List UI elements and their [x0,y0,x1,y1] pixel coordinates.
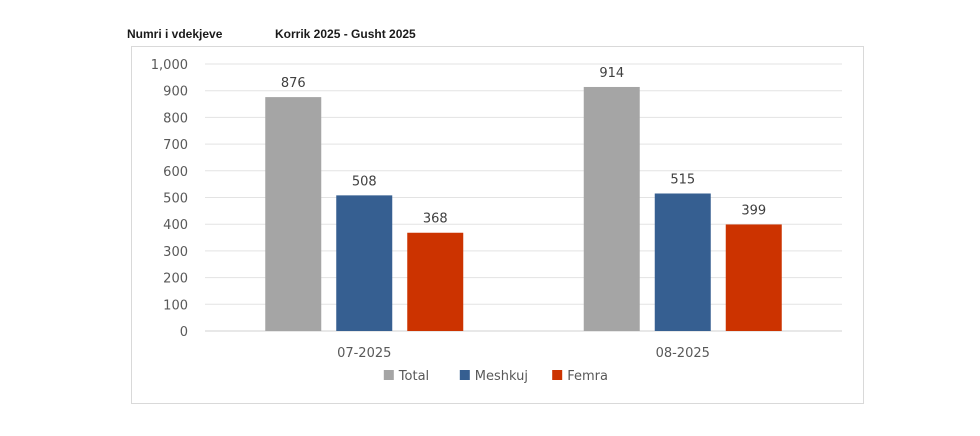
x-axis-ticks: 07-2025 08-2025 [337,346,710,361]
legend-swatch [383,370,394,380]
y-tick-label: 200 [163,272,188,287]
y-tick-label: 900 [163,85,188,100]
x-tick-label: 07-2025 [337,346,391,361]
data-label: 914 [599,66,624,81]
legend-item-femra: Femra [552,369,608,384]
legend-label: Total [398,369,429,384]
bar-total-07-2025 [265,97,322,331]
data-label: 515 [670,172,695,187]
y-tick-label: 0 [180,325,188,340]
bar-meshkuj-08-2025 [654,193,711,331]
chart-frame [131,46,864,404]
data-label: 399 [741,203,766,218]
y-tick-label: 500 [163,192,188,207]
y-tick-label: 800 [163,111,188,126]
legend-item-meshkuj: Meshkuj [459,369,528,384]
y-tick-label: 100 [163,298,188,313]
legend-swatch [552,370,563,380]
bar-total-08-2025 [583,86,640,331]
bar-femra-07-2025 [407,232,464,331]
legend-item-total: Total [383,369,429,384]
y-tick-label: 700 [163,138,188,153]
legend-label: Femra [567,369,608,384]
data-label: 876 [281,76,306,91]
bars [265,86,782,331]
legend-swatch [459,370,470,380]
x-tick-label: 08-2025 [656,346,710,361]
data-labels: 876 508 368 914 515 399 [281,66,766,227]
legend-label: Meshkuj [475,369,528,384]
bar-femra-08-2025 [725,224,782,331]
data-label: 508 [352,174,377,189]
y-axis-ticks: 0 100 200 300 400 500 600 700 800 900 1,000 [151,58,188,340]
data-label: 368 [423,212,448,227]
y-tick-label: 400 [163,218,188,233]
bar-meshkuj-07-2025 [336,195,393,331]
y-tick-label: 300 [163,245,188,260]
chart-title: Korrik 2025 - Gusht 2025 [275,27,416,41]
y-axis-title: Numri i vdekjeve [127,27,223,41]
y-tick-label: 600 [163,165,188,180]
y-tick-label: 1,000 [151,58,188,73]
legend: Total Meshkuj Femra [383,369,608,384]
